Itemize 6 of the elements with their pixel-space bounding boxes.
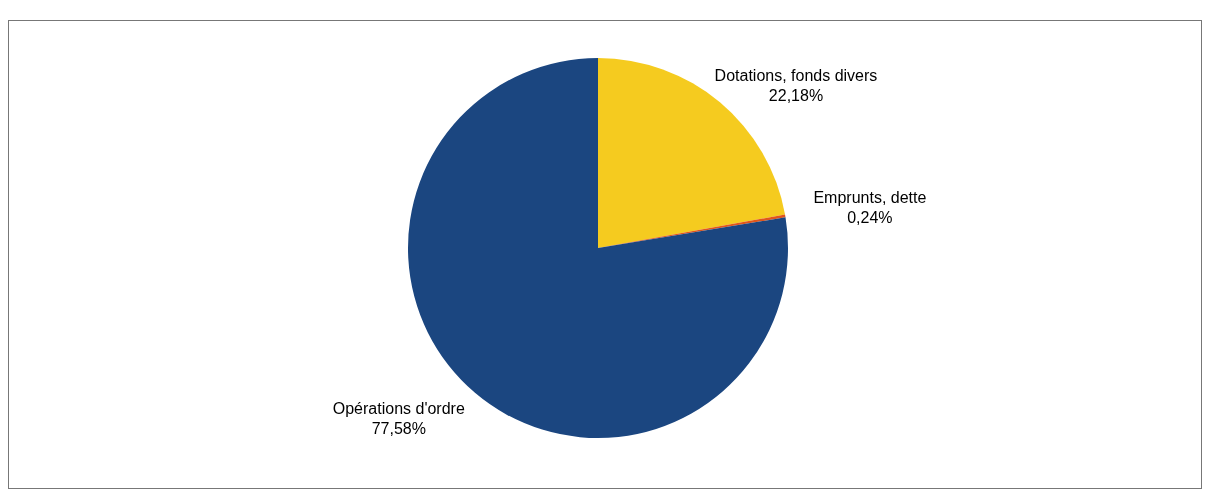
slice-label: Emprunts, dette [813, 189, 927, 207]
data-label: 0,24% [847, 209, 893, 227]
slice-label: Dotations, fonds divers [714, 66, 878, 84]
data-label: 77,58% [371, 420, 426, 438]
data-label: 22,18% [768, 86, 824, 104]
slice-label: Opérations d'ordre [332, 400, 465, 418]
